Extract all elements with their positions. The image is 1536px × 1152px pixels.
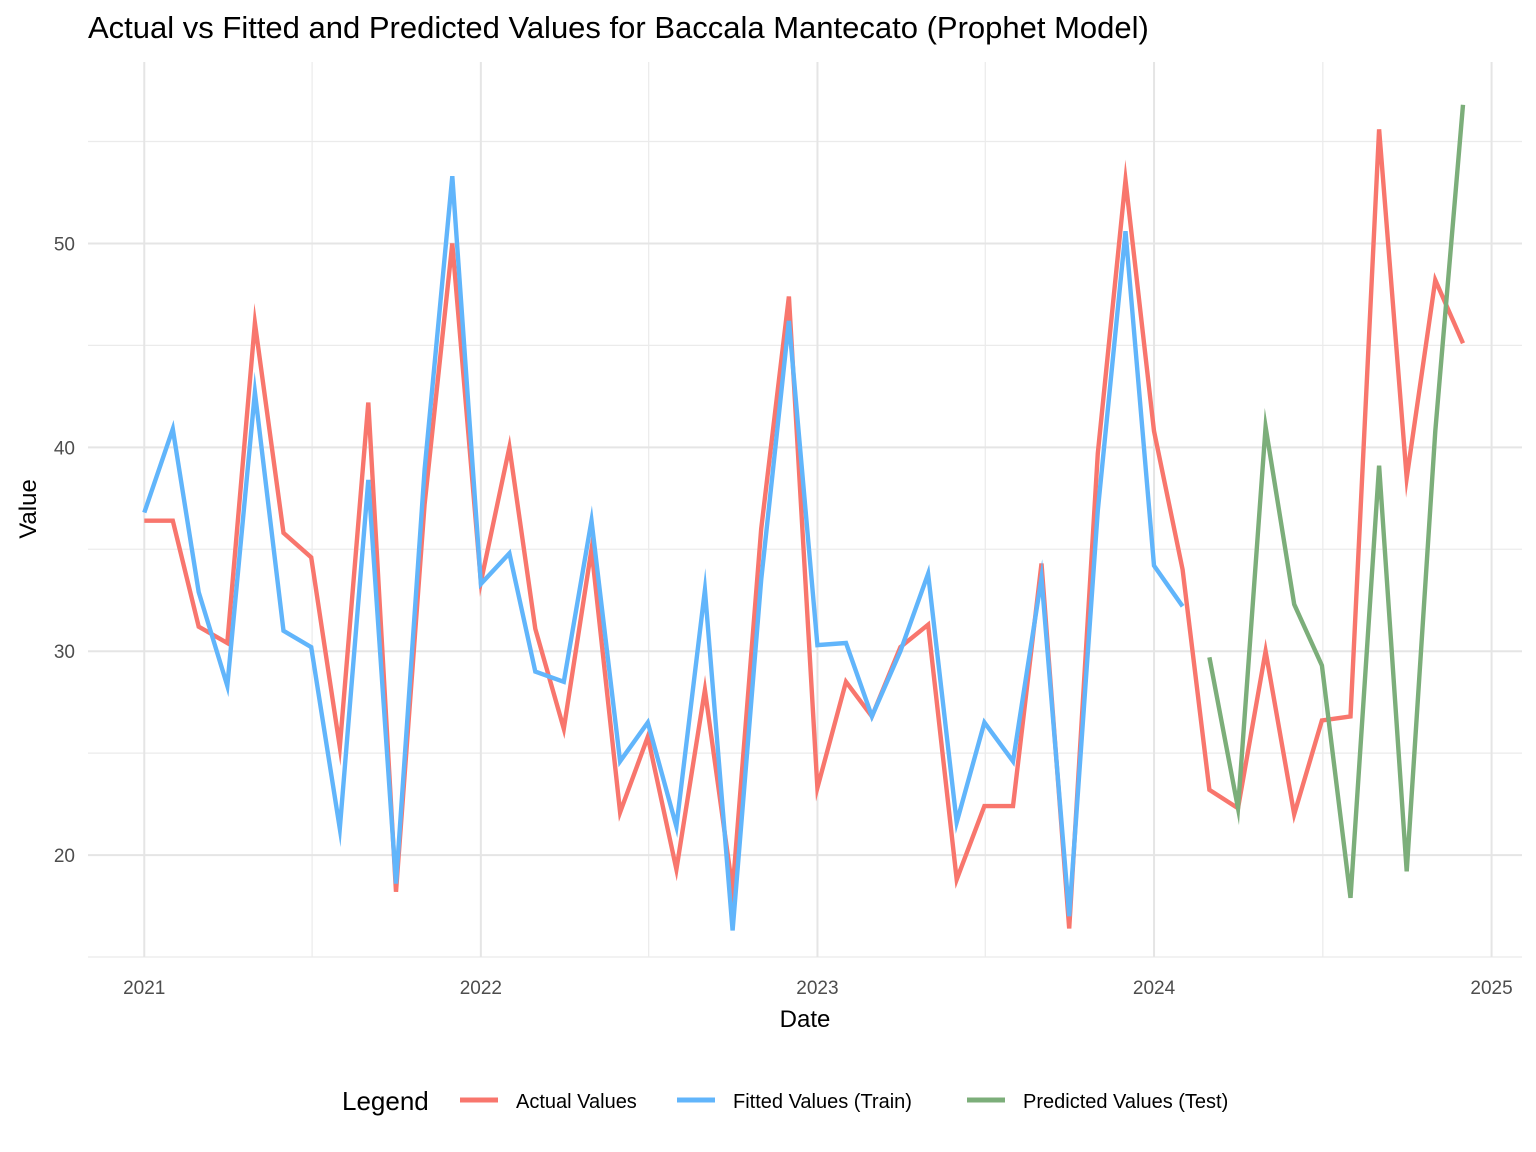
chart-title: Actual vs Fitted and Predicted Values fo… — [88, 10, 1149, 45]
x-tick-labels: 2021 2022 2023 2024 2025 — [123, 978, 1513, 999]
series-line-fitted-values-train — [142, 175, 1185, 931]
y-axis-title: Value — [15, 479, 42, 539]
legend-items: Actual Values Fitted Values (Train) Predic… — [460, 1091, 1228, 1113]
y-tick-label: 40 — [54, 438, 75, 459]
legend-label: Predicted Values (Test) — [1023, 1091, 1228, 1113]
y-tick-labels: 20 30 40 50 — [54, 234, 75, 867]
series-line-predicted-values-test — [1207, 104, 1466, 899]
legend-title: Legend — [342, 1086, 429, 1116]
x-tick-label: 2025 — [1470, 978, 1512, 999]
series-line-actual-values — [144, 129, 1466, 929]
x-tick-label: 2022 — [460, 978, 502, 999]
y-tick-label: 30 — [54, 642, 75, 663]
x-tick-label: 2024 — [1133, 978, 1176, 999]
x-axis-title: Date — [780, 1006, 831, 1033]
series-layer — [142, 104, 1466, 931]
x-tick-label: 2021 — [123, 978, 165, 999]
legend-label: Fitted Values (Train) — [733, 1091, 912, 1113]
legend: Legend Actual Values Fitted Values (Train… — [342, 1086, 1228, 1116]
legend-label: Actual Values — [516, 1091, 637, 1113]
x-tick-label: 2023 — [796, 978, 838, 999]
y-tick-label: 20 — [54, 846, 75, 867]
y-tick-label: 50 — [54, 234, 75, 255]
